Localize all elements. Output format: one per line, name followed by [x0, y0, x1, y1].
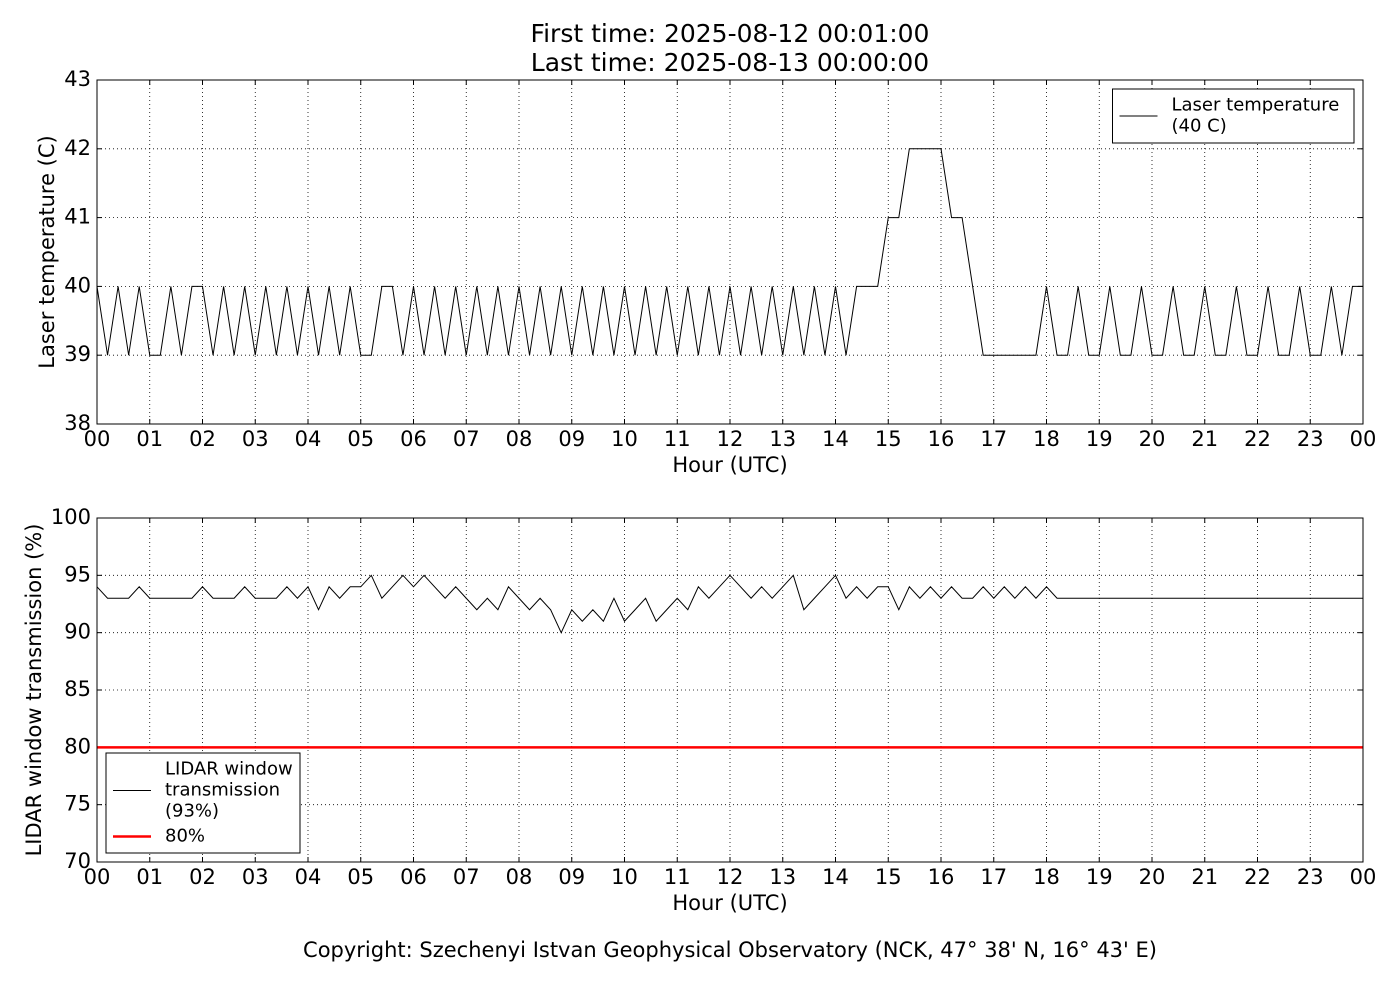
- y-axis-label: Laser temperature (C): [35, 135, 59, 368]
- y-tick-label: 40: [64, 273, 91, 297]
- x-tick-label: 21: [1191, 427, 1218, 451]
- legend-label: Laser temperature (40 C): [1172, 95, 1340, 137]
- y-axis-label: LIDAR window transmission (%): [22, 524, 46, 857]
- plot-frame: [96, 517, 1364, 863]
- x-tick-label: 07: [453, 865, 480, 889]
- x-tick-label: 18: [1033, 427, 1060, 451]
- x-tick-label: 12: [717, 865, 744, 889]
- x-tick-label: 03: [242, 865, 269, 889]
- x-tick-label: 02: [189, 865, 216, 889]
- x-tick-label: 05: [347, 865, 374, 889]
- y-tick-label: 42: [64, 136, 91, 160]
- x-tick-label: 00: [1350, 427, 1377, 451]
- x-tick-label: 01: [136, 427, 163, 451]
- y-tick-label: 85: [64, 677, 91, 701]
- y-tick-label: 70: [64, 849, 91, 873]
- x-tick-label: 06: [400, 865, 427, 889]
- x-tick-label: 11: [664, 865, 691, 889]
- x-tick-label: 14: [822, 427, 849, 451]
- x-axis-label: Hour (UTC): [672, 891, 787, 915]
- x-tick-label: 17: [980, 427, 1007, 451]
- plot-frame: [96, 79, 1364, 425]
- x-tick-label: 04: [295, 865, 322, 889]
- x-tick-label: 16: [928, 865, 955, 889]
- x-tick-label: 13: [769, 865, 796, 889]
- y-tick-label: 41: [64, 205, 91, 229]
- x-tick-label: 15: [875, 427, 902, 451]
- x-tick-label: 00: [84, 865, 111, 889]
- x-tick-label: 04: [295, 427, 322, 451]
- x-tick-label: 07: [453, 427, 480, 451]
- legend-label: 80%: [165, 826, 205, 847]
- x-tick-label: 20: [1139, 427, 1166, 451]
- y-tick-label: 95: [64, 562, 91, 586]
- x-tick-label: 23: [1297, 427, 1324, 451]
- x-tick-label: 19: [1086, 865, 1113, 889]
- y-tick-label: 43: [64, 67, 91, 91]
- x-tick-label: 23: [1297, 865, 1324, 889]
- x-tick-label: 08: [506, 865, 533, 889]
- y-tick-label: 90: [64, 620, 91, 644]
- title: First time: 2025-08-12 00:01:00: [531, 19, 930, 48]
- x-tick-label: 00: [84, 427, 111, 451]
- x-axis-label: Hour (UTC): [672, 453, 787, 477]
- x-tick-label: 20: [1139, 865, 1166, 889]
- x-tick-label: 05: [347, 427, 374, 451]
- y-tick-label: 38: [64, 411, 91, 435]
- series-line: [96, 574, 1363, 634]
- x-tick-label: 16: [928, 427, 955, 451]
- x-tick-label: 01: [136, 865, 163, 889]
- x-tick-label: 11: [664, 427, 691, 451]
- x-tick-label: 14: [822, 865, 849, 889]
- x-tick-label: 09: [558, 427, 585, 451]
- series-line: [96, 148, 1363, 356]
- y-tick-label: 75: [64, 792, 91, 816]
- y-tick-label: 80: [64, 734, 91, 758]
- x-tick-label: 22: [1244, 427, 1271, 451]
- x-tick-label: 06: [400, 427, 427, 451]
- x-tick-label: 22: [1244, 865, 1271, 889]
- x-tick-label: 10: [611, 427, 638, 451]
- footer: Copyright: Szechenyi Istvan Geophysical …: [303, 938, 1157, 962]
- x-tick-label: 19: [1086, 427, 1113, 451]
- x-tick-label: 12: [717, 427, 744, 451]
- x-tick-label: 21: [1191, 865, 1218, 889]
- subtitle: Last time: 2025-08-13 00:00:00: [531, 48, 929, 77]
- x-tick-label: 02: [189, 427, 216, 451]
- x-tick-label: 13: [769, 427, 796, 451]
- x-tick-label: 00: [1350, 865, 1377, 889]
- y-tick-label: 39: [64, 342, 91, 366]
- legend-label: LIDAR window transmission (93%): [165, 759, 293, 822]
- x-tick-label: 10: [611, 865, 638, 889]
- x-tick-label: 15: [875, 865, 902, 889]
- x-tick-label: 03: [242, 427, 269, 451]
- y-tick-label: 100: [51, 505, 91, 529]
- x-tick-label: 08: [506, 427, 533, 451]
- x-tick-label: 18: [1033, 865, 1060, 889]
- x-tick-label: 17: [980, 865, 1007, 889]
- x-tick-label: 09: [558, 865, 585, 889]
